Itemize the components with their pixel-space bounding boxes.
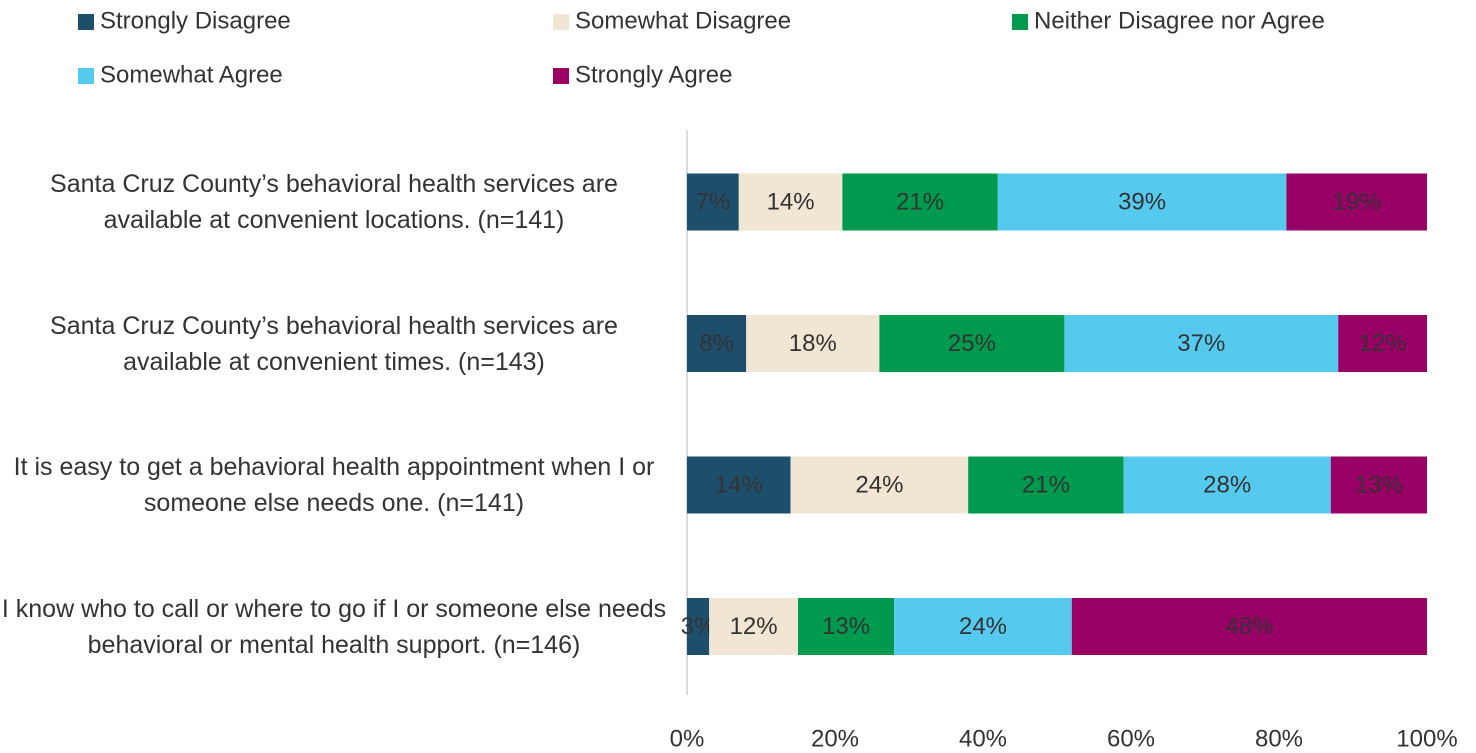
data-label: 14% (767, 188, 815, 215)
data-label: 18% (789, 330, 837, 357)
legend-swatch (78, 14, 94, 30)
data-label: 19% (1333, 188, 1381, 215)
x-tick-label: 0% (670, 725, 705, 752)
bar-segment (1330, 456, 1427, 514)
legend-label: Strongly Disagree (100, 7, 291, 34)
data-label: 14% (715, 471, 763, 498)
bar-segment (1338, 315, 1427, 372)
data-label: 12% (730, 613, 778, 640)
bar-segment (798, 598, 895, 655)
legend-swatch (553, 14, 569, 30)
legend-swatch (553, 68, 569, 84)
legend-label: Somewhat Disagree (575, 7, 791, 34)
data-label: 24% (855, 471, 903, 498)
data-label: 39% (1118, 188, 1166, 215)
bar-segment (894, 598, 1072, 655)
bar-segment (968, 456, 1124, 514)
category-label: It is easy to get a behavioral health ap… (13, 453, 655, 517)
data-label: 37% (1177, 330, 1225, 357)
bar-segment (1286, 173, 1427, 231)
x-tick-label: 80% (1255, 725, 1303, 752)
legend-label: Neither Disagree nor Agree (1034, 7, 1325, 34)
legend-swatch (1012, 14, 1028, 30)
data-label: 48% (1225, 613, 1273, 640)
category-label: I know who to call or where to go if I o… (1, 594, 667, 659)
bar-segment (997, 173, 1287, 231)
legend-label: Somewhat Agree (100, 61, 283, 88)
data-label: 13% (822, 613, 870, 640)
bar-segment (790, 456, 969, 514)
data-label: 13% (1355, 471, 1403, 498)
category-label: Santa Cruz County’s behavioral health se… (50, 311, 618, 376)
data-label: 21% (1022, 471, 1070, 498)
data-label: 24% (959, 613, 1007, 640)
data-label: 12% (1359, 330, 1407, 357)
x-tick-label: 60% (1107, 725, 1155, 752)
bar-segment (687, 315, 747, 372)
bar-segment (687, 598, 710, 655)
bar-segment (687, 456, 791, 514)
data-label: 7% (696, 188, 731, 215)
bar-segment (879, 315, 1065, 372)
bar-segment (1123, 456, 1331, 514)
legend-label: Strongly Agree (575, 61, 732, 88)
legend-swatch (78, 68, 94, 84)
x-tick-label: 40% (959, 725, 1007, 752)
x-tick-label: 20% (811, 725, 859, 752)
data-label: 8% (699, 330, 734, 357)
category-label: Santa Cruz County’s behavioral health se… (50, 170, 618, 234)
bar-segment (842, 173, 998, 231)
bar-segment (738, 173, 843, 231)
bar-segment (1064, 315, 1339, 372)
bar-segment (687, 173, 739, 231)
x-tick-label: 100% (1396, 725, 1457, 752)
data-label: 21% (896, 188, 944, 215)
data-label: 28% (1203, 471, 1251, 498)
data-label: 25% (948, 330, 996, 357)
bar-segment (709, 598, 798, 655)
bar-segment (1071, 598, 1427, 655)
bar-segment (746, 315, 880, 372)
